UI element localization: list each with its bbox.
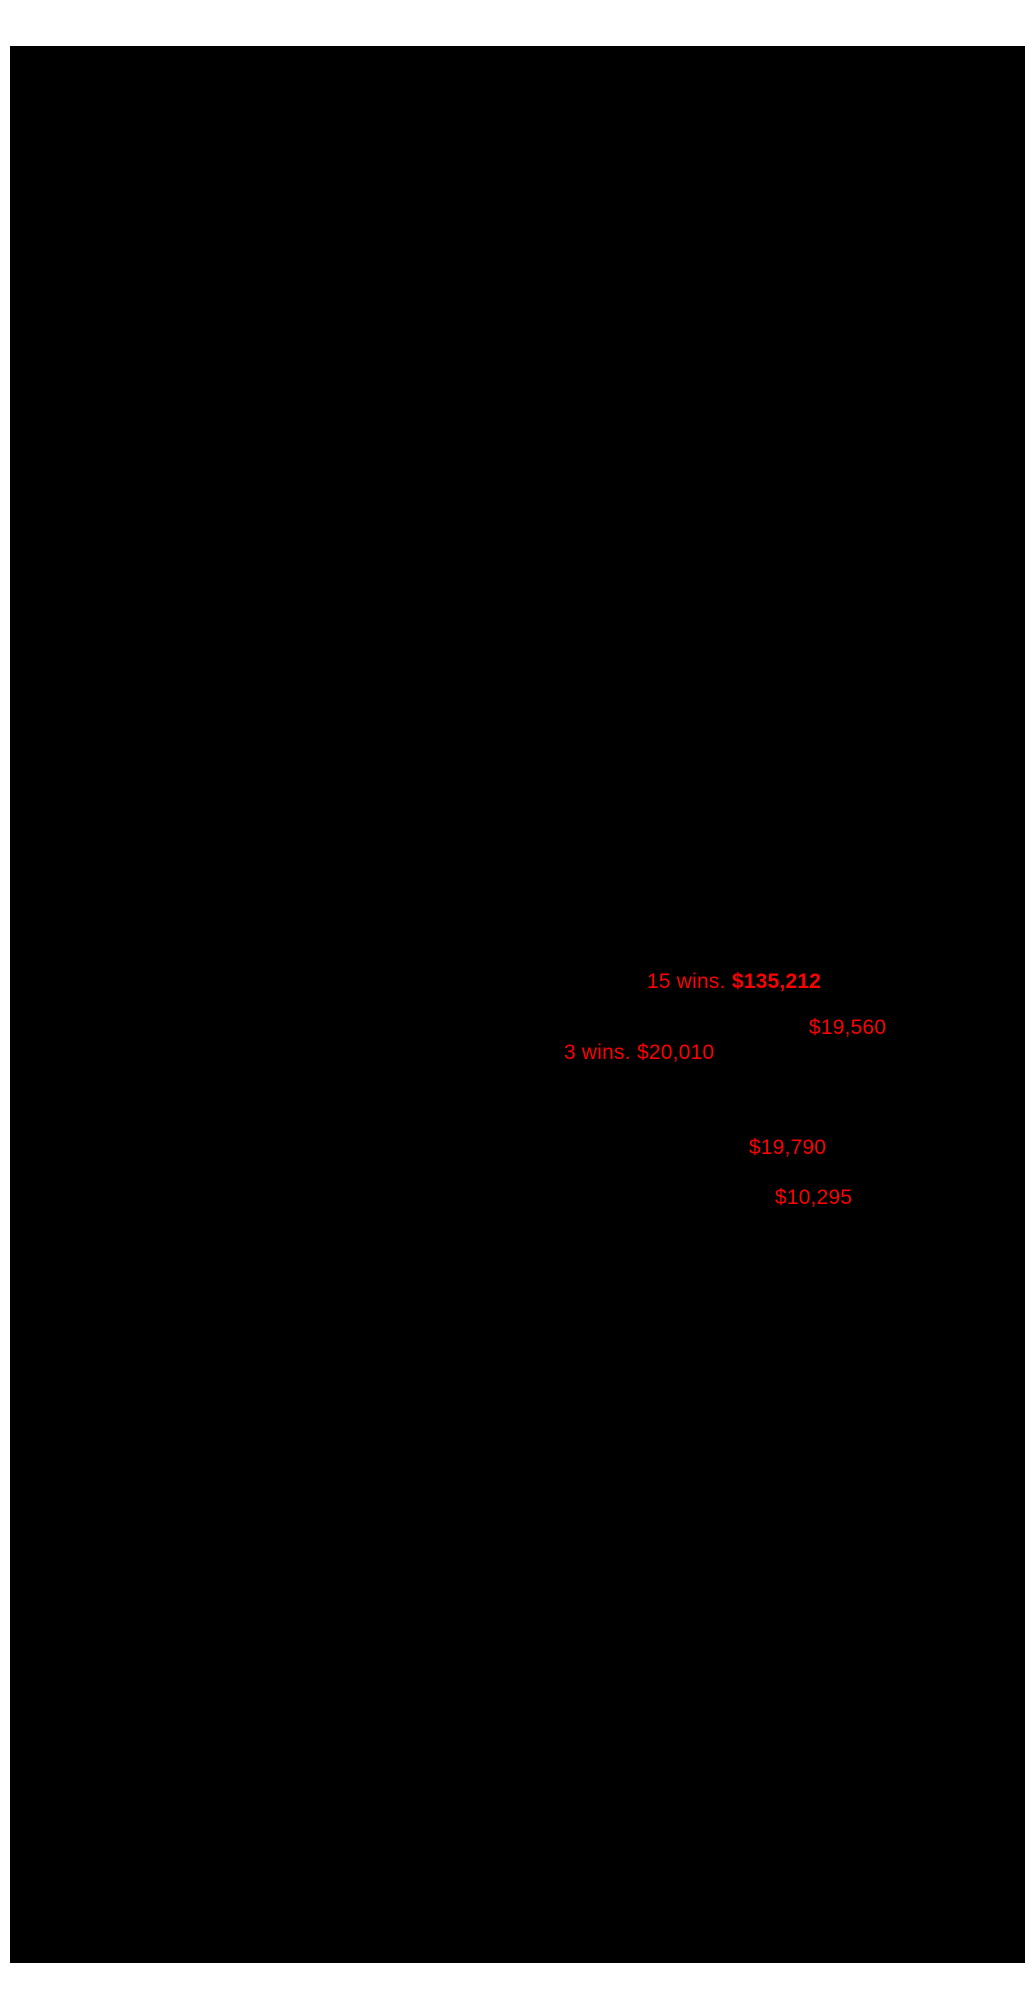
wins-label: 15 wins.	[647, 970, 726, 993]
earnings-annotation: $19,560	[809, 1016, 886, 1039]
earnings-value: $19,790	[749, 1136, 827, 1159]
earnings-annotation: $10,295	[775, 1186, 852, 1209]
earnings-value: $19,560	[809, 1016, 887, 1039]
earnings-value: $10,295	[775, 1186, 853, 1209]
earnings-annotation: 3 wins. $20,010	[564, 1041, 714, 1064]
earnings-value: $135,212	[731, 970, 822, 993]
document-black-region: 15 wins. $135,212 $19,560 3 wins. $20,010 …	[10, 46, 1025, 1963]
earnings-annotation: $19,790	[749, 1136, 826, 1159]
earnings-value: $20,010	[637, 1041, 715, 1064]
earnings-annotation: 15 wins. $135,212	[647, 970, 821, 993]
wins-label: 3 wins.	[564, 1041, 631, 1064]
